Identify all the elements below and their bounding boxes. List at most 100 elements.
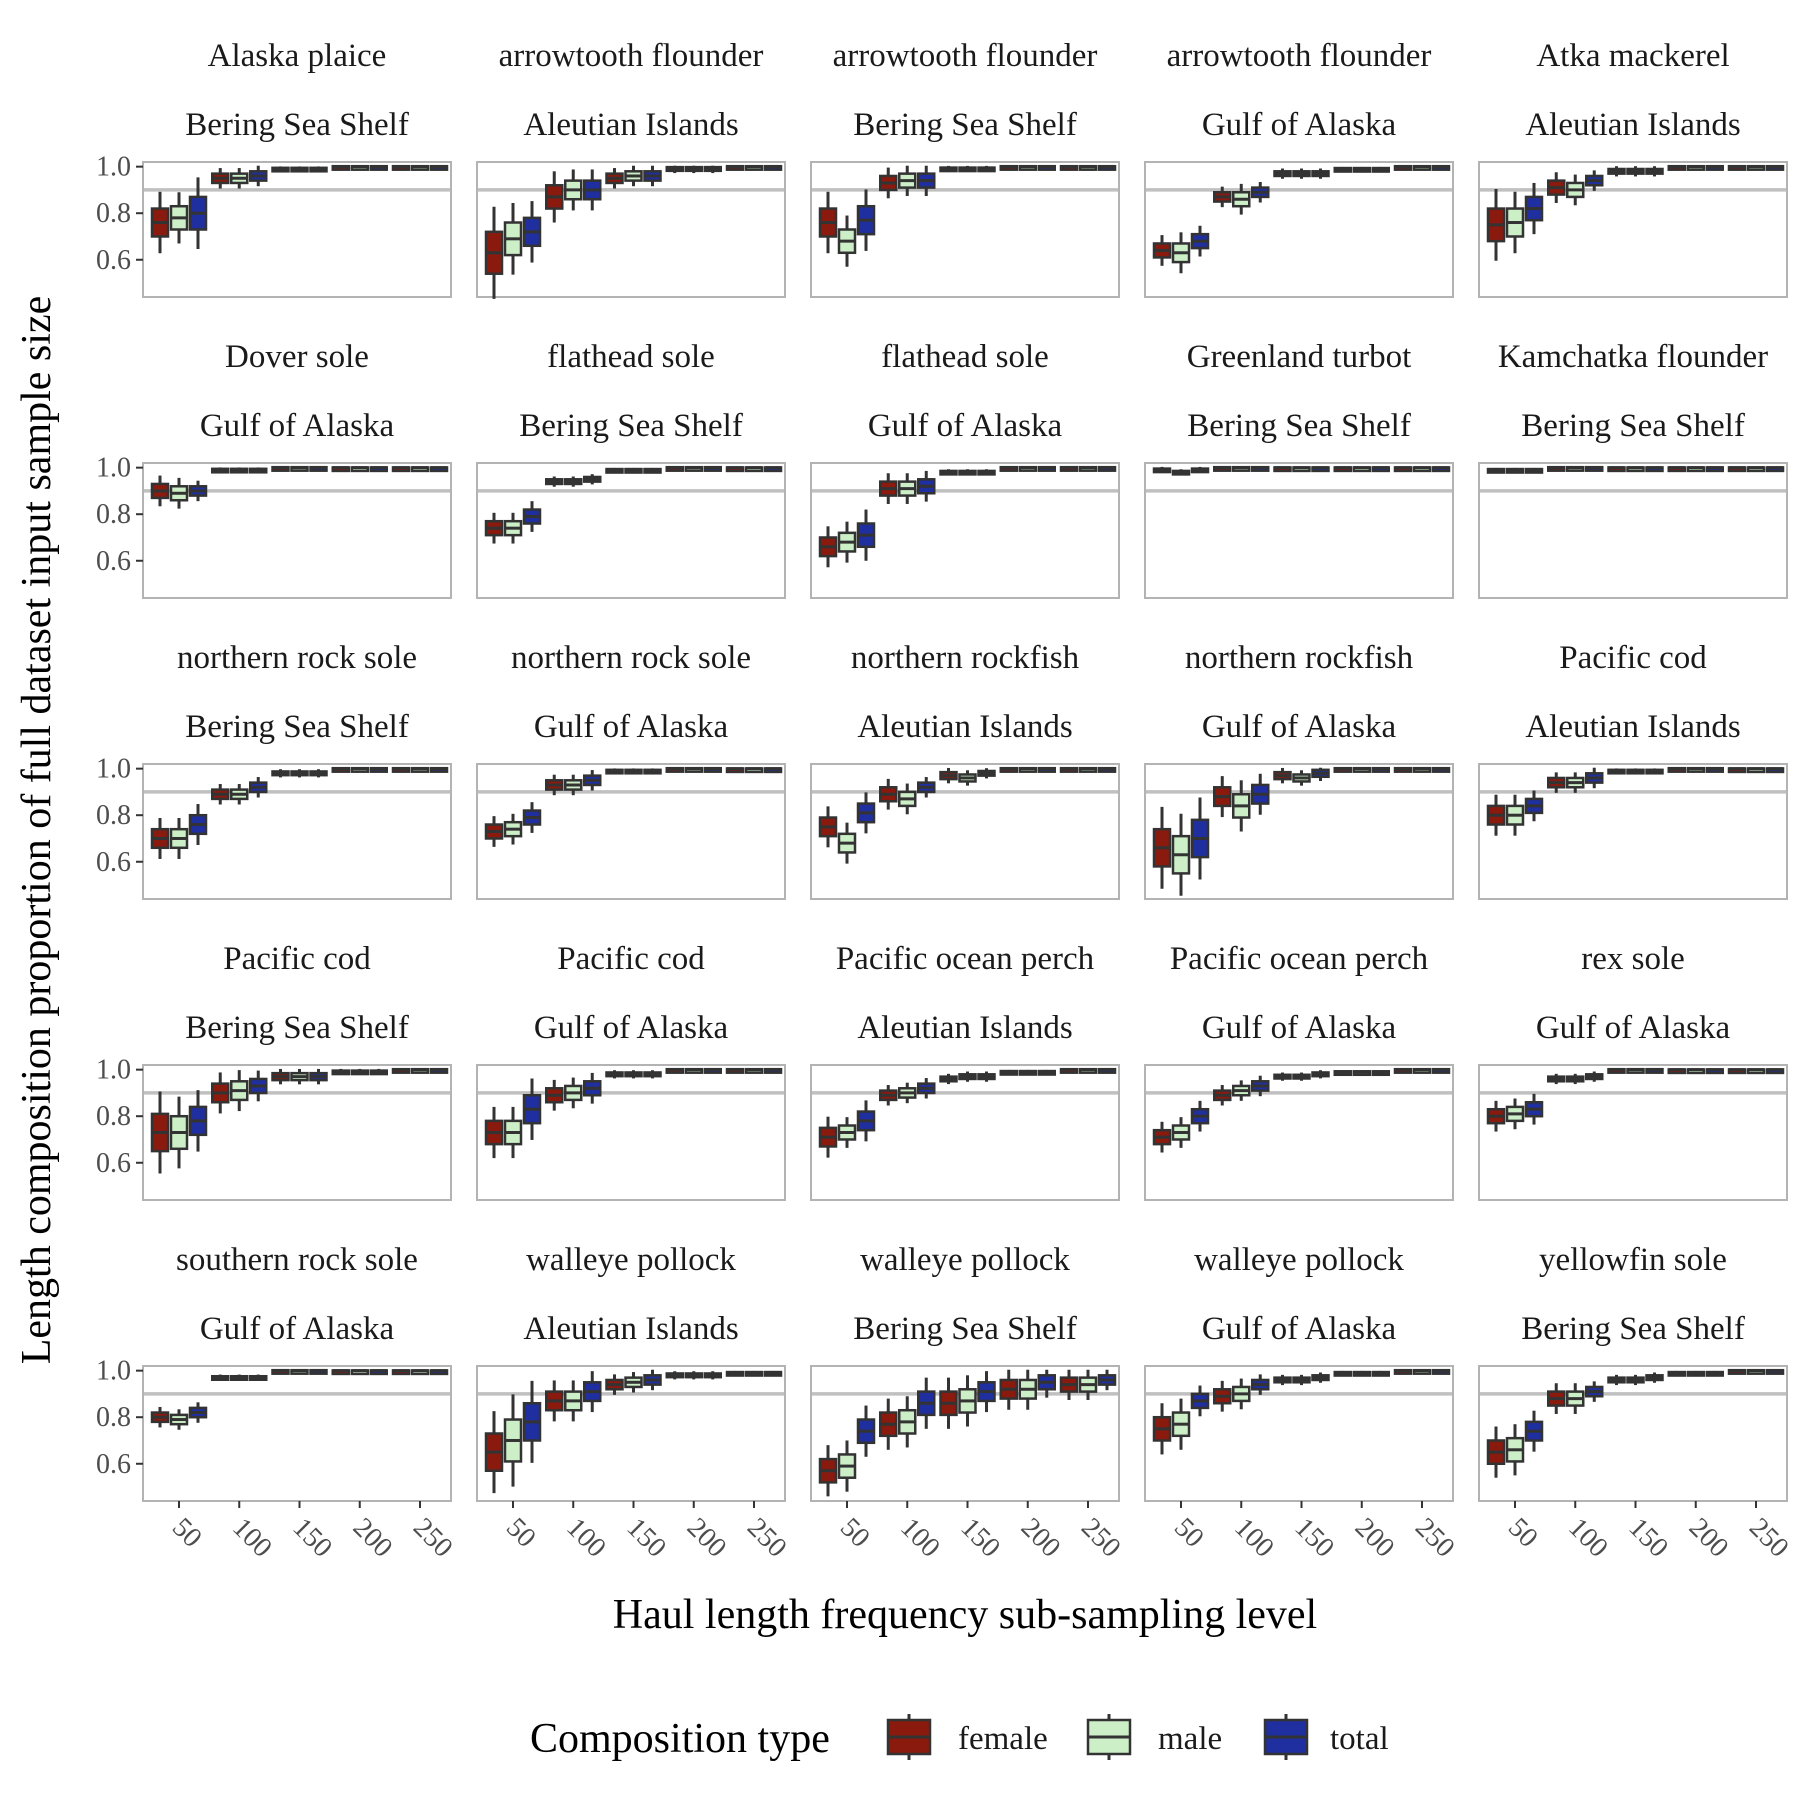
box-female: [818, 1445, 838, 1497]
facet-panel: Kamchatka flounder Bering Sea Shelf: [1478, 339, 1788, 599]
box-male: [1566, 772, 1585, 793]
box-male: [744, 164, 764, 171]
box-male: [564, 1077, 583, 1109]
x-tick-label: 100: [1562, 1512, 1614, 1564]
box-total: [1765, 466, 1785, 473]
box-male: [503, 1106, 523, 1159]
box-total: [1431, 466, 1451, 473]
facet-species-label: southern rock sole: [176, 1242, 418, 1278]
box-total: [1037, 465, 1056, 472]
box-total: [1645, 1067, 1664, 1074]
box-male: [1746, 767, 1766, 774]
box-total: [1097, 1067, 1117, 1074]
box-female: [1547, 772, 1566, 793]
box-total: [1585, 1381, 1604, 1402]
box-female: [1667, 164, 1686, 171]
x-tick-label: 150: [955, 1512, 1007, 1564]
box-male: [230, 1070, 249, 1112]
box-total: [369, 1068, 388, 1076]
box-total: [1371, 166, 1390, 173]
box-male: [1746, 1368, 1766, 1375]
x-tick-label: 50: [1502, 1512, 1544, 1554]
box-female: [1607, 768, 1626, 775]
facet-panel: arrowtooth flounder Gulf of Alaska: [1144, 38, 1454, 298]
facet-grid: Alaska plaice Bering Sea Shelf 0.6 0.8 1.0 ar…: [96, 38, 1795, 1564]
box-total: [1371, 766, 1390, 773]
box-female: [818, 191, 838, 254]
box-male: [958, 469, 977, 476]
box-male: [503, 1394, 523, 1487]
box-total: [1037, 164, 1056, 171]
box-total: [522, 201, 542, 263]
box-total: [703, 766, 722, 773]
box-male: [169, 477, 189, 509]
box-total: [522, 501, 542, 532]
box-female: [331, 766, 350, 773]
box-total: [643, 165, 662, 187]
y-tick-label: 1.0: [96, 1356, 131, 1387]
facet-region-label: Aleutian Islands: [857, 1010, 1072, 1046]
box-male: [684, 465, 703, 472]
box-male: [350, 466, 369, 473]
box-male: [1746, 466, 1766, 473]
x-tick-label: 200: [681, 1512, 733, 1564]
box-total: [1524, 790, 1544, 822]
facet-panel: northern rock sole Bering Sea Shelf 0.6 0.8…: [96, 640, 452, 900]
box-total: [1311, 168, 1330, 179]
box-male: [1078, 1369, 1098, 1400]
box-female: [665, 1067, 684, 1074]
box-male: [1566, 174, 1585, 206]
box-total: [188, 480, 208, 502]
box-female: [391, 1369, 411, 1376]
box-female: [999, 1369, 1018, 1410]
box-female: [879, 1085, 898, 1106]
box-male: [1232, 1080, 1251, 1101]
legend-label-female: female: [958, 1721, 1048, 1757]
x-tick-label: 200: [1349, 1512, 1401, 1564]
box-female: [1333, 166, 1352, 173]
facet-species-label: rex sole: [1581, 941, 1685, 977]
box-total: [917, 777, 936, 798]
facet-panel: Greenland turbot Bering Sea Shelf: [1144, 339, 1454, 599]
box-female: [545, 774, 564, 796]
box-female: [331, 164, 350, 171]
box-total: [856, 792, 876, 834]
box-male: [837, 1440, 857, 1492]
y-tick-label: 0.8: [96, 1402, 131, 1433]
facet-panel: Dover sole Gulf of Alaska 0.6 0.8 1.0: [96, 339, 452, 599]
box-male: [1292, 168, 1311, 179]
box-male: [1686, 1068, 1705, 1075]
y-tick-label: 1.0: [96, 453, 131, 484]
facet-panel: Alaska plaice Bering Sea Shelf 0.6 0.8 1.0: [96, 38, 452, 298]
box-total: [583, 770, 602, 791]
box-total: [309, 465, 328, 472]
box-female: [331, 1369, 350, 1376]
box-total: [1190, 1100, 1210, 1132]
box-female: [1547, 1383, 1566, 1414]
panel-frame: [810, 763, 1120, 900]
box-total: [429, 1369, 449, 1376]
box-male: [1412, 1067, 1432, 1074]
box-total: [429, 766, 449, 773]
box-female: [605, 1070, 624, 1079]
box-total: [309, 769, 328, 778]
box-total: [856, 189, 876, 251]
box-male: [1505, 191, 1525, 254]
facet-panel: northern rock sole Gulf of Alaska: [476, 640, 786, 900]
box-female: [939, 767, 958, 784]
box-total: [977, 1371, 996, 1413]
box-male: [684, 1067, 703, 1074]
panel-frame: [1144, 462, 1454, 599]
facet-panel: Atka mackerel Aleutian Islands: [1478, 38, 1788, 298]
box-total: [1645, 166, 1664, 177]
box-female: [1393, 1067, 1413, 1074]
box-female: [939, 165, 958, 173]
box-total: [1311, 466, 1330, 473]
box-male: [1292, 1072, 1311, 1081]
box-male: [1352, 766, 1371, 773]
box-male: [350, 766, 369, 773]
facet-panel: northern rockfish Aleutian Islands: [810, 640, 1120, 900]
box-female: [1393, 164, 1413, 171]
box-male: [1171, 813, 1191, 896]
legend-title: Composition type: [530, 1716, 830, 1762]
